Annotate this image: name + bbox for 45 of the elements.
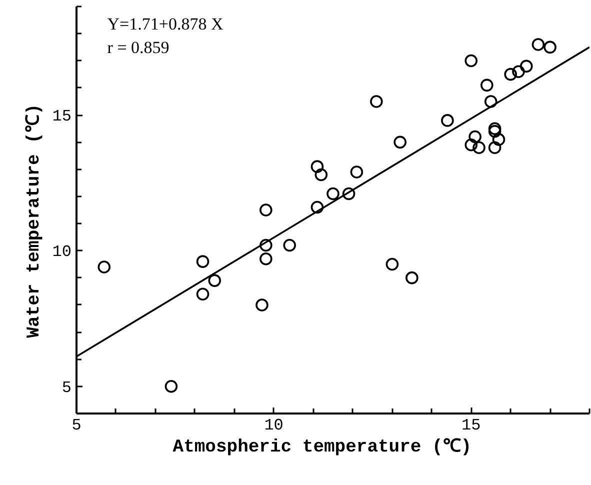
point bbox=[260, 252, 272, 266]
annotation: Y=1.71+0.878 X bbox=[107, 14, 224, 34]
point bbox=[314, 168, 328, 182]
point bbox=[484, 95, 498, 108]
point bbox=[488, 141, 502, 154]
point bbox=[283, 238, 296, 252]
point bbox=[520, 60, 533, 73]
y-tick-label: 15 bbox=[52, 108, 72, 126]
point bbox=[468, 130, 482, 144]
y-axis-title: Water temperature (℃) bbox=[24, 104, 44, 338]
point bbox=[208, 274, 222, 287]
point bbox=[196, 255, 210, 268]
point bbox=[256, 298, 268, 312]
point bbox=[441, 114, 454, 127]
point bbox=[260, 204, 272, 216]
point bbox=[350, 166, 364, 178]
point bbox=[492, 133, 506, 146]
point bbox=[326, 187, 340, 200]
point bbox=[310, 200, 324, 214]
point bbox=[164, 380, 178, 393]
point bbox=[464, 138, 478, 152]
y-tick-label: 10 bbox=[52, 243, 72, 262]
x-axis-title: Atmospheric temperature (℃) bbox=[172, 438, 472, 458]
point bbox=[472, 141, 486, 154]
point bbox=[310, 160, 324, 173]
point bbox=[480, 78, 494, 92]
point bbox=[504, 68, 517, 81]
point bbox=[464, 54, 478, 68]
point bbox=[260, 238, 272, 252]
point bbox=[196, 288, 210, 300]
point bbox=[544, 40, 556, 54]
point bbox=[488, 122, 502, 135]
x-tick-label: 10 bbox=[264, 416, 284, 434]
point bbox=[394, 136, 406, 149]
point bbox=[342, 187, 356, 200]
point bbox=[512, 65, 525, 78]
y-tick-label: 5 bbox=[62, 378, 72, 397]
x-tick-label: 15 bbox=[462, 416, 481, 434]
annotation: r = 0.859 bbox=[107, 38, 170, 58]
point bbox=[406, 271, 418, 284]
point bbox=[532, 38, 545, 51]
point bbox=[488, 124, 502, 138]
point bbox=[386, 258, 399, 271]
point bbox=[98, 260, 111, 274]
point bbox=[370, 95, 383, 108]
